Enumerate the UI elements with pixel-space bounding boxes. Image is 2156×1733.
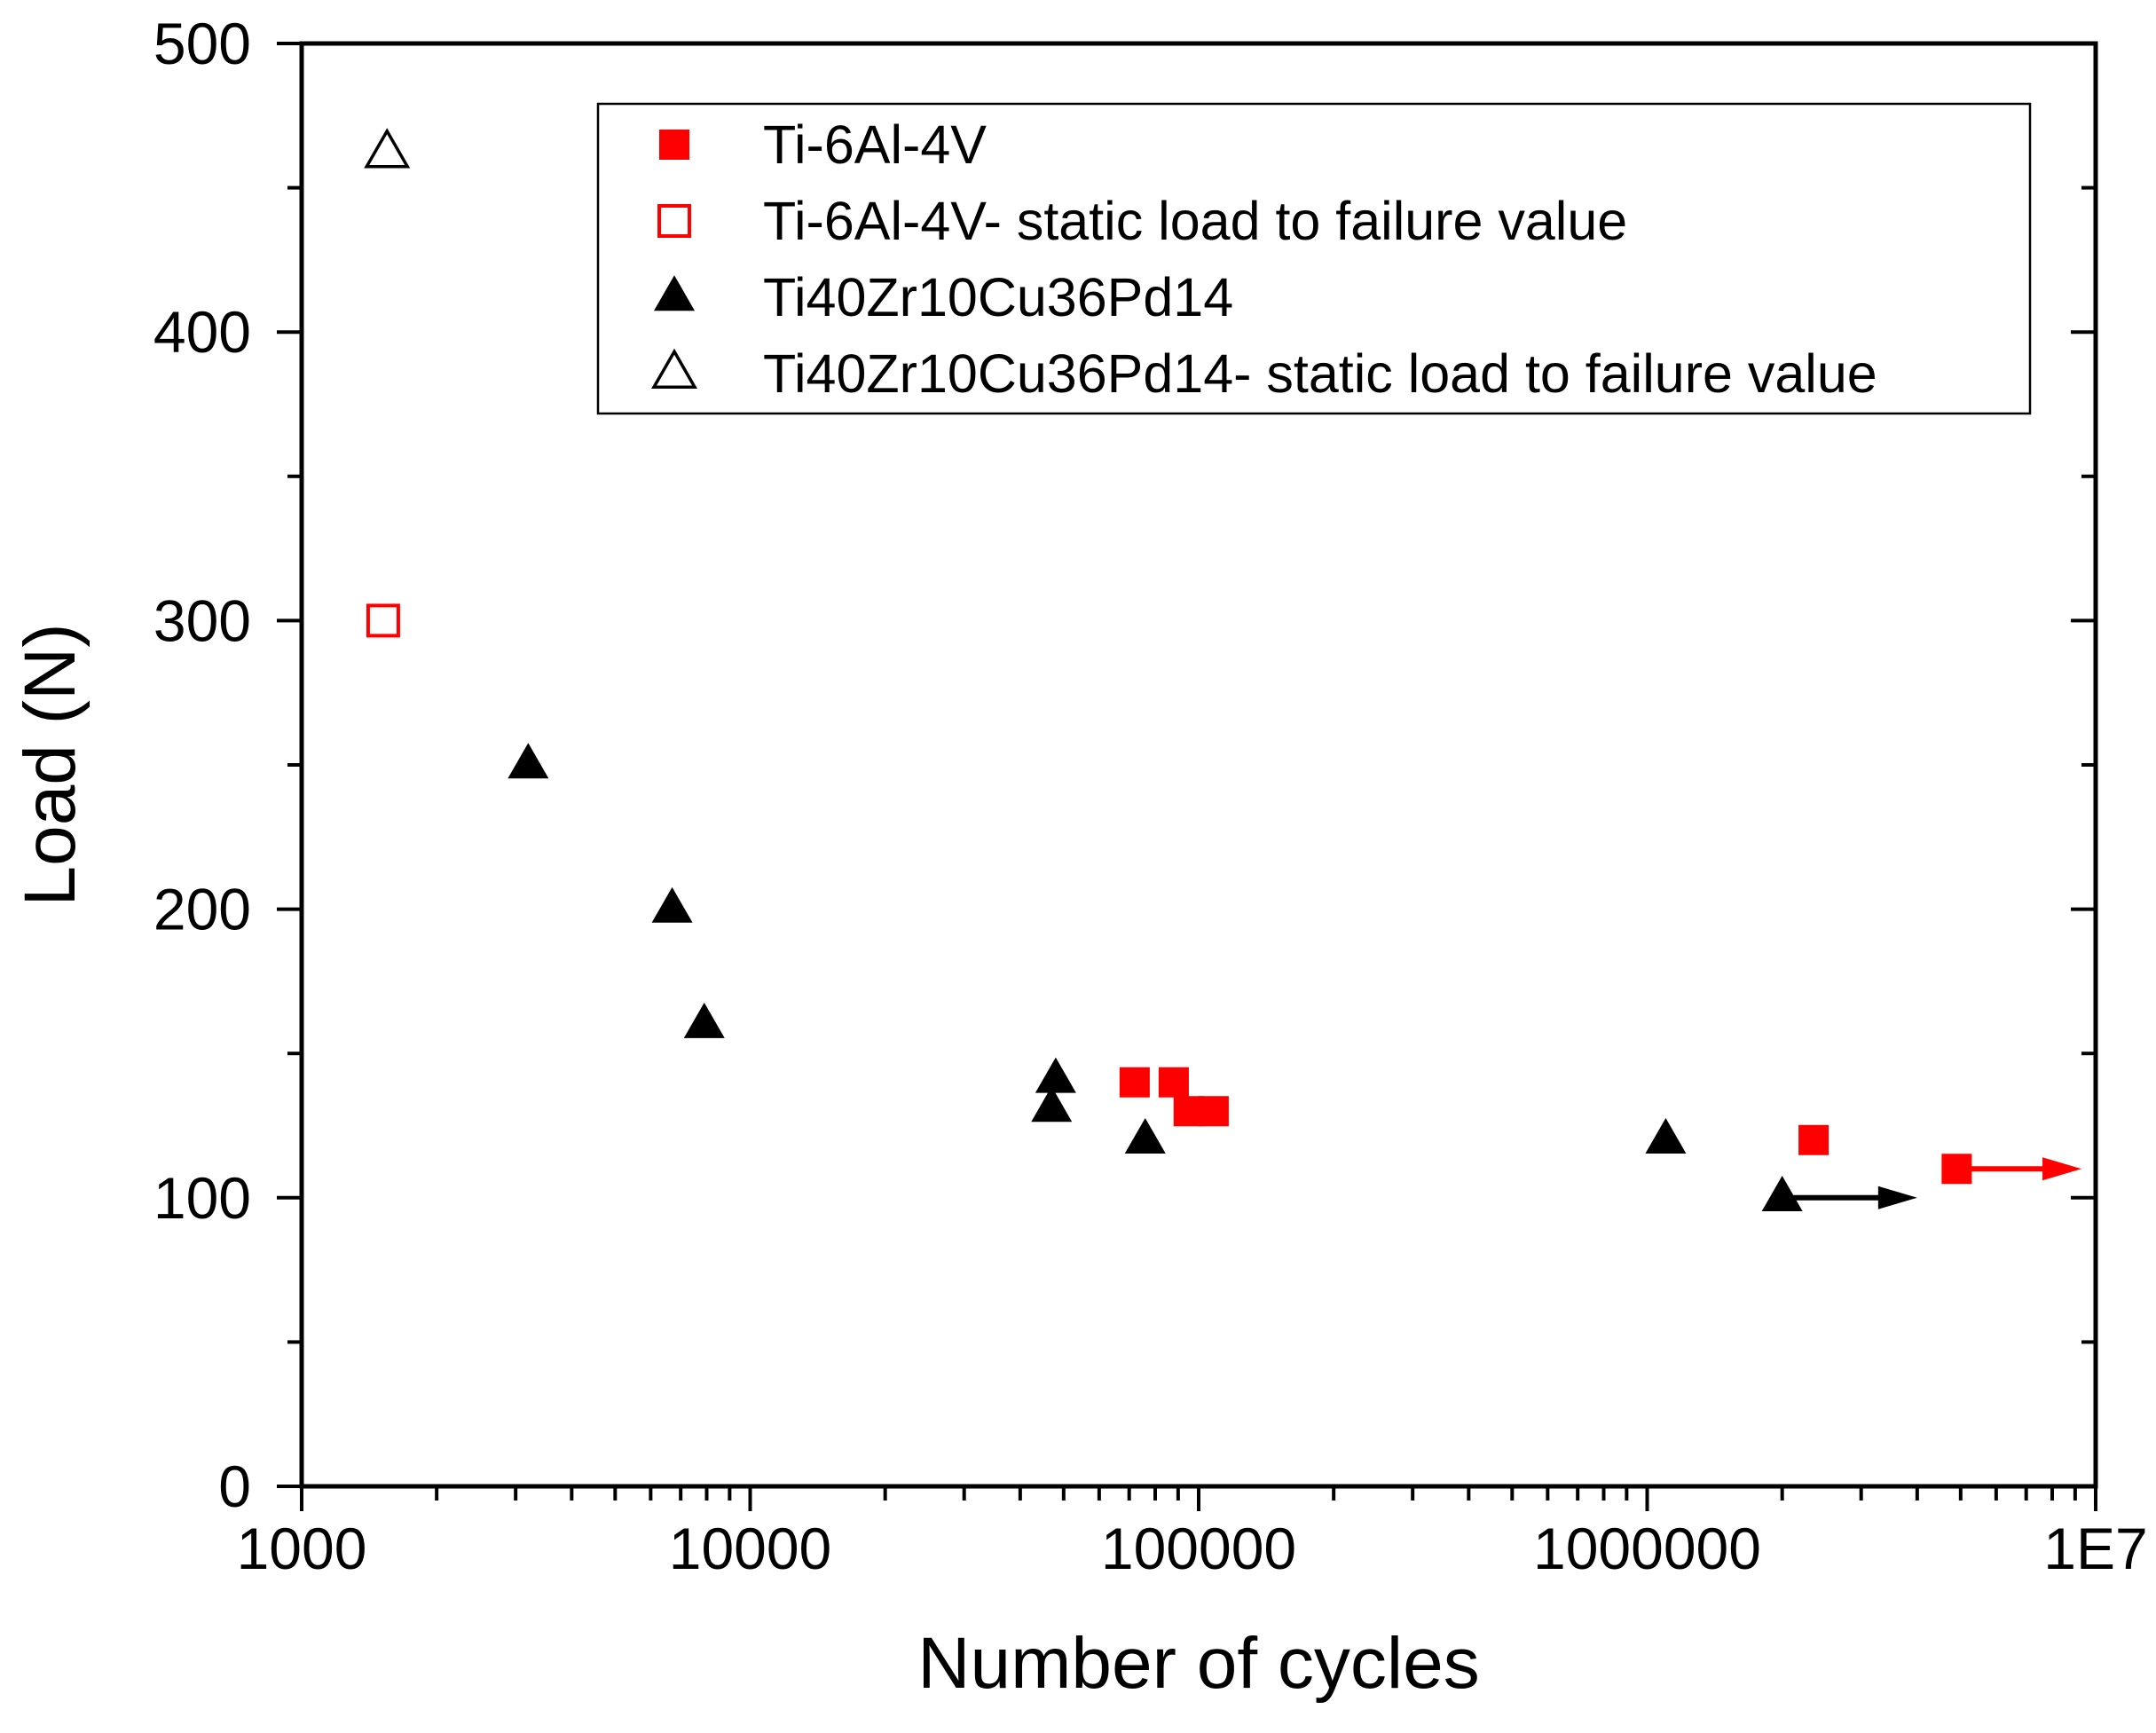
legend-box [596, 102, 2032, 415]
data-point-series-0 [1158, 1067, 1189, 1098]
x-axis-title: Number of cycles [917, 1623, 1479, 1704]
legend-marker-series-0 [659, 130, 689, 160]
plot-frame [299, 41, 2098, 1489]
data-point-series-2 [683, 1002, 725, 1038]
runout-arrow-head [2042, 1157, 2082, 1181]
y-axis-title: Load (N) [10, 623, 90, 906]
data-point-series-0 [1198, 1096, 1229, 1127]
data-point-series-2 [1035, 1057, 1076, 1093]
x-tick-label: 100000 [1101, 1516, 1296, 1581]
y-tick-label: 400 [153, 299, 251, 365]
data-point-series-0 [1941, 1154, 1972, 1185]
y-tick-label: 0 [218, 1453, 251, 1519]
y-tick-label: 300 [153, 587, 251, 653]
y-tick-label: 100 [153, 1165, 251, 1231]
x-tick-label: 10000 [669, 1516, 832, 1581]
x-tick-label: 1000000 [1533, 1516, 1761, 1581]
data-point-series-2 [1645, 1117, 1687, 1154]
legend-markers [650, 130, 698, 389]
y-tick-label: 500 [153, 11, 251, 76]
data-point-series-2 [1761, 1176, 1803, 1211]
x-tick-label: 1000 [237, 1516, 367, 1581]
legend-label-ti6al4v: Ti-6Al-4V [763, 114, 987, 175]
legend: Ti-6Al-4V Ti-6Al-4V- static load to fail… [596, 102, 2032, 415]
data-point-series-2 [508, 743, 549, 779]
data-point-series-2 [1124, 1117, 1166, 1154]
legend-label-tizr-static: Ti40Zr10Cu36Pd14- static load to failure… [763, 343, 1877, 404]
data-point-series-0 [1798, 1124, 1829, 1155]
data-markers [364, 128, 1972, 1211]
data-point-series-1 [366, 603, 400, 638]
data-point-series-2 [651, 886, 693, 923]
tick-labels: 1000 10000 100000 1000000 1E7 0 100 200 300 400 50… [153, 11, 2148, 1581]
legend-label-tizr: Ti40Zr10Cu36Pd14 [763, 267, 1233, 327]
data-point-series-0 [1119, 1067, 1150, 1098]
legend-label-ti6al4v-static: Ti-6Al-4V- static load to failure value [763, 191, 1627, 251]
legend-marker-series-1 [657, 204, 691, 238]
data-point-series-2 [1031, 1086, 1073, 1123]
runout-arrow-head [1877, 1186, 1917, 1209]
runout-arrows [1782, 1157, 2082, 1209]
legend-marker-series-3 [650, 348, 698, 389]
x-tick-label: 1E7 [2043, 1516, 2147, 1581]
legend-marker-series-2 [654, 275, 695, 311]
data-point-series-3 [364, 128, 411, 169]
y-tick-label: 200 [153, 877, 251, 942]
